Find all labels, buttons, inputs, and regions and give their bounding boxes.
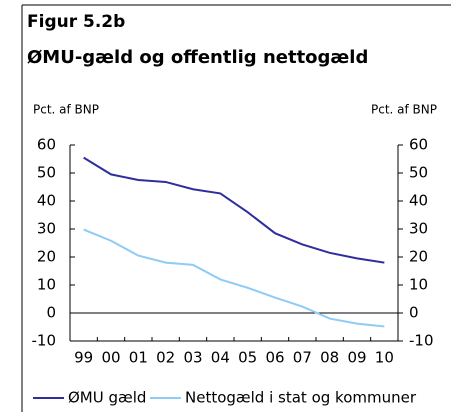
y-tick-label: 20	[37, 248, 56, 266]
x-tick-label: 03	[183, 349, 202, 367]
y2-axis-title: Pct. af BNP	[371, 103, 437, 117]
x-tick-label: 06	[265, 349, 284, 367]
legend-label: ØMU gæld	[68, 389, 146, 407]
series-line	[83, 228, 385, 328]
y-tick-label: 0	[46, 304, 56, 322]
y2-tick-label: 50	[409, 164, 428, 182]
y-tick-label: 40	[37, 192, 56, 210]
y2-tick-label: 20	[409, 248, 428, 266]
y2-tick-label: 30	[409, 220, 428, 238]
x-tick-label: 02	[156, 349, 175, 367]
x-tick-label: 09	[347, 349, 366, 367]
y2-tick-label: 0	[409, 304, 419, 322]
y-tick-label: 60	[37, 136, 56, 154]
x-tick-label: 01	[129, 349, 148, 367]
y-tick-label: -10	[32, 332, 57, 350]
chart-title: ØMU-gæld og offentlig nettogæld	[27, 47, 368, 68]
y-tick-label: 50	[37, 164, 56, 182]
y2-tick-label: 40	[409, 192, 428, 210]
x-tick-label: 10	[375, 349, 394, 367]
y-tick-label: 30	[37, 220, 56, 238]
y2-tick-label: 10	[409, 276, 428, 294]
y-tick-label: 10	[37, 276, 56, 294]
y2-tick-label: -10	[409, 332, 434, 350]
x-tick-label: 99	[74, 349, 93, 367]
x-tick-label: 04	[211, 349, 230, 367]
x-tick-label: 05	[238, 349, 257, 367]
x-tick-label: 07	[293, 349, 312, 367]
y2-tick-label: 60	[409, 136, 428, 154]
x-tick-label: 00	[101, 349, 120, 367]
y-axis-title: Pct. af BNP	[33, 103, 99, 117]
x-tick-label: 08	[320, 349, 339, 367]
figure-label: Figur 5.2b	[27, 12, 125, 32]
series-line	[83, 156, 385, 264]
legend-label: Nettogæld i stat og kommuner	[185, 389, 417, 407]
